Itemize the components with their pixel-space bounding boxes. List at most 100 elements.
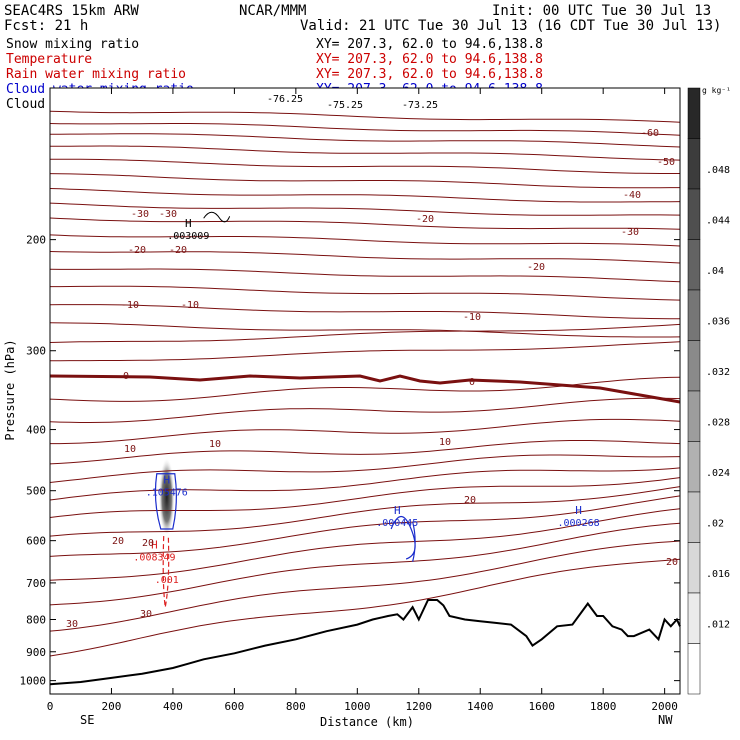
x-tick-label: 600 xyxy=(224,700,244,713)
x-tick-label: 200 xyxy=(102,700,122,713)
maximum-value: .001 xyxy=(155,575,179,586)
isotherm-label: -40 xyxy=(623,190,641,201)
legend-field-label: Rain water mixing ratio xyxy=(6,67,186,82)
isotherm-label: -20 xyxy=(527,262,545,273)
colorbar-tick-label: .012 xyxy=(706,619,730,630)
isotherm-line xyxy=(49,110,681,123)
isotherm-line xyxy=(50,285,681,301)
isotherm-label: -50 xyxy=(657,157,675,168)
isotherm-label: 10 xyxy=(209,439,221,450)
y-axis-label: Pressure (hPa) xyxy=(3,339,17,440)
colorbar-bin xyxy=(687,138,701,190)
isotherm-label: 20 xyxy=(666,557,678,568)
rain-water-contour xyxy=(162,536,170,608)
maximum-value: .008349 xyxy=(133,552,175,563)
legend-field-label: Snow mixing ratio xyxy=(6,37,139,52)
colorbar-tick-label: .032 xyxy=(706,367,730,378)
maximum-marker: H xyxy=(185,217,192,230)
colorbar-bin xyxy=(687,542,701,594)
colorbar-tick-label: .04 xyxy=(706,266,724,277)
maximum-value: .000268 xyxy=(558,518,600,529)
colorbar-tick-label: .028 xyxy=(706,417,730,428)
forecast-hour: Fcst: 21 h xyxy=(4,18,88,34)
contour-labels: H.003009H.105476H.000445H.000268H.008349… xyxy=(66,94,678,630)
x-axis-right-end-label: NW xyxy=(658,713,673,727)
maximum-value: .000445 xyxy=(376,518,418,529)
x-axis-label: Distance (km) xyxy=(320,715,414,729)
x-tick-label: 1600 xyxy=(528,700,555,713)
isotherm-label: -20 xyxy=(169,245,187,256)
legend-field-label: Temperature xyxy=(6,52,92,67)
isotherm-label: -73.25 xyxy=(402,100,438,111)
y-tick-label: 800 xyxy=(26,613,46,626)
isotherm-line xyxy=(49,123,681,136)
x-tick-label: 1200 xyxy=(406,700,433,713)
colorbar-tick-label: .016 xyxy=(706,569,730,580)
isotherm-line xyxy=(50,158,680,174)
x-tick-label: 1800 xyxy=(590,700,617,713)
init-time: Init: 00 UTC Tue 30 Jul 13 xyxy=(492,3,711,19)
isotherm-label: -20 xyxy=(416,214,434,225)
isotherm-line xyxy=(49,522,681,606)
isotherm-label: -30 xyxy=(131,209,149,220)
x-tick-label: 2000 xyxy=(651,700,678,713)
isotherm-line xyxy=(49,322,681,338)
x-axis-left-end-label: SE xyxy=(80,713,94,727)
isotherm-label: -10 xyxy=(181,300,199,311)
colorbar: g kg⁻¹ .012 .016 .02 .024 .028 .032 .036 .04 .04… xyxy=(687,86,731,695)
maximum-marker: H xyxy=(151,538,158,551)
isotherm-label: 30 xyxy=(140,609,152,620)
isotherm-line xyxy=(50,133,681,148)
isotherm-label: -10 xyxy=(121,300,139,311)
colorbar-bin xyxy=(687,441,701,493)
colorbar-tick-label: .036 xyxy=(706,316,730,327)
y-tick-label: 500 xyxy=(26,485,46,498)
maximum-marker: H xyxy=(163,473,170,486)
isotherm-line xyxy=(49,234,681,247)
colorbar-bin xyxy=(687,643,701,695)
isotherm-line xyxy=(49,540,681,632)
legend-field-xy: XY= 207.3, 62.0 to 94.6,138.8 xyxy=(316,67,543,82)
colorbar-bin xyxy=(687,239,701,291)
terrain-profile xyxy=(49,599,681,686)
hydrometeor-contours xyxy=(154,211,416,608)
plot-background xyxy=(50,88,680,694)
isotherm-line xyxy=(49,558,681,657)
isotherm-line xyxy=(49,454,681,483)
colorbar-bin xyxy=(687,592,701,644)
y-tick-label: 300 xyxy=(26,345,46,358)
colorbar-tick-label: .048 xyxy=(706,165,730,176)
plot-area: H.003009H.105476H.000445H.000268H.008349… xyxy=(20,87,681,713)
isotherm-label: 20 xyxy=(464,495,476,506)
y-tick-label: 1000 xyxy=(20,675,47,688)
maximum-marker: H xyxy=(575,504,582,517)
isotherm-line xyxy=(49,508,681,581)
terrain-line xyxy=(49,599,681,686)
isotherm-label: 10 xyxy=(439,437,451,448)
colorbar-tick-label: .024 xyxy=(706,468,730,479)
y-tick-label: 900 xyxy=(26,646,46,659)
valid-time: Valid: 21 UTC Tue 30 Jul 13 (16 CDT Tue … xyxy=(300,18,721,34)
colorbar-bin xyxy=(687,340,701,392)
maximum-value: .105476 xyxy=(146,487,188,498)
isotherm-label: -30 xyxy=(621,227,639,238)
isotherm-label: -75.25 xyxy=(327,100,363,111)
isotherm-line xyxy=(49,145,681,161)
colorbar-bin xyxy=(687,491,701,543)
colorbar-bin xyxy=(687,390,701,442)
x-tick-label: 400 xyxy=(163,700,183,713)
x-tick-label: 0 xyxy=(47,700,54,713)
snow-contour xyxy=(203,211,231,223)
isotherm-line xyxy=(49,268,681,283)
isotherm-label: 30 xyxy=(66,619,78,630)
colorbar-bin xyxy=(687,289,701,341)
isotherm-line xyxy=(49,251,681,264)
isotherm-label: -30 xyxy=(159,209,177,220)
colorbar-bin xyxy=(687,87,701,139)
isotherm-line xyxy=(49,217,681,230)
isotherm-label: 10 xyxy=(124,444,136,455)
isotherm-line xyxy=(49,188,681,203)
x-tick-label: 800 xyxy=(286,700,306,713)
plot-frame xyxy=(49,87,681,695)
isotherm-label: 0 xyxy=(469,377,475,388)
